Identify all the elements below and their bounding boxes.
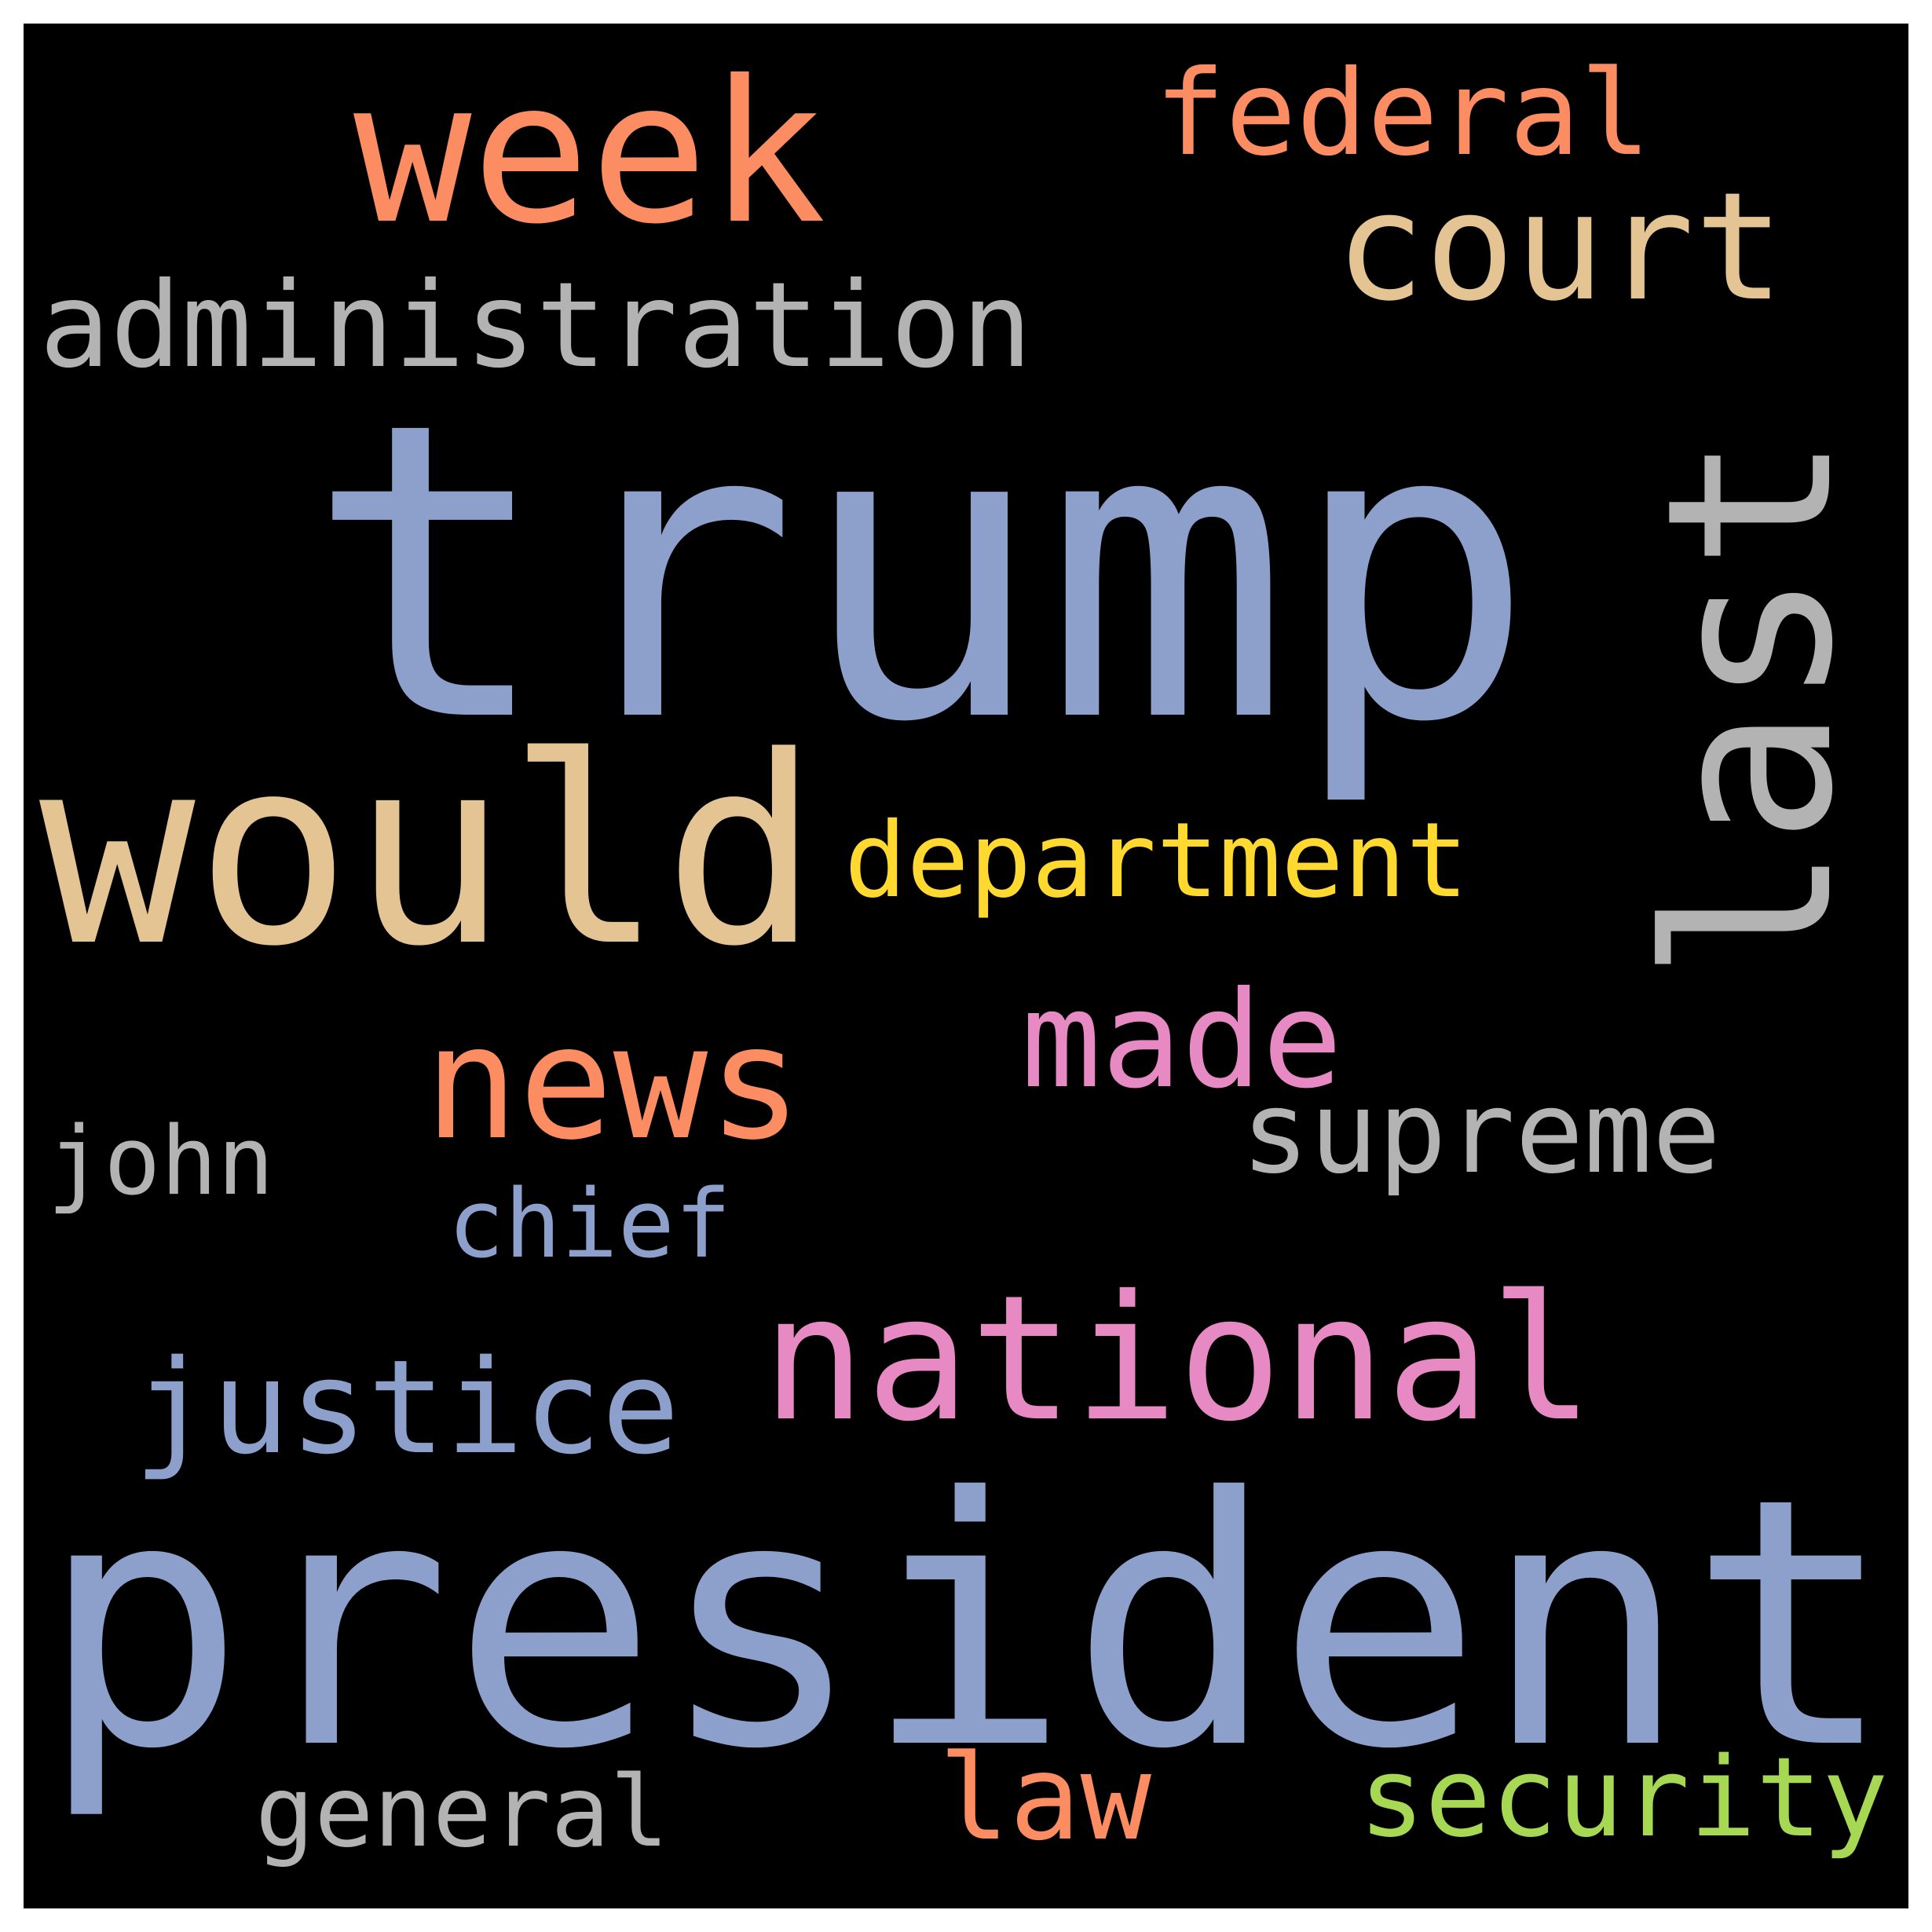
word-john: john <box>47 1107 274 1217</box>
word-news: news <box>424 992 803 1175</box>
word-chief: chief <box>448 1170 732 1279</box>
word-general: general <box>255 1755 669 1869</box>
word-security: security <box>1359 1734 1889 1862</box>
word-court: court <box>1335 160 1784 334</box>
word-administration: administration <box>39 258 1033 394</box>
word-cloud: trump president would last week administ… <box>24 24 1908 1908</box>
word-national: national <box>762 1258 1594 1459</box>
word-week: week <box>353 38 827 267</box>
word-law: law <box>939 1730 1151 1867</box>
word-made: made <box>1021 963 1343 1118</box>
word-supreme: supreme <box>1241 1067 1722 1199</box>
word-president: president <box>39 1425 1895 1824</box>
word-trump: trump <box>306 335 1536 811</box>
word-federal: federal <box>1154 46 1652 182</box>
word-would: would <box>39 701 820 1003</box>
word-department: department <box>844 800 1469 921</box>
word-last: last <box>1619 433 1883 982</box>
word-justice: justice <box>134 1332 680 1483</box>
